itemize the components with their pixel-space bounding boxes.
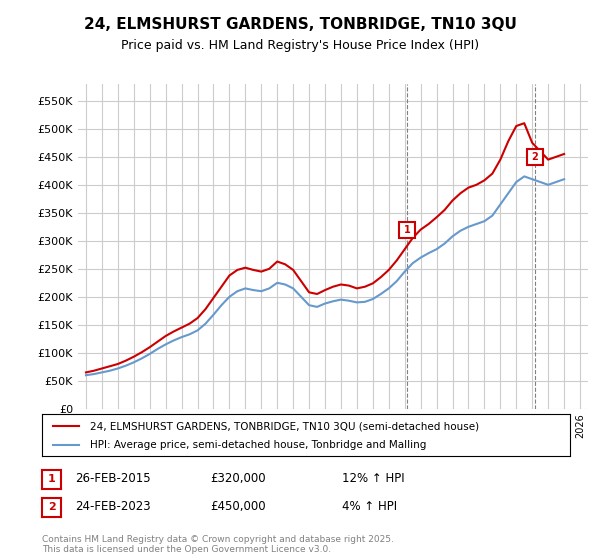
Text: 24-FEB-2023: 24-FEB-2023 [75,500,151,514]
Text: 24, ELMSHURST GARDENS, TONBRIDGE, TN10 3QU (semi-detached house): 24, ELMSHURST GARDENS, TONBRIDGE, TN10 3… [89,421,479,431]
Text: 12% ↑ HPI: 12% ↑ HPI [342,472,404,486]
Text: 2: 2 [531,152,538,162]
Text: 1: 1 [404,225,410,235]
Text: £320,000: £320,000 [210,472,266,486]
Text: 4% ↑ HPI: 4% ↑ HPI [342,500,397,514]
Text: 24, ELMSHURST GARDENS, TONBRIDGE, TN10 3QU: 24, ELMSHURST GARDENS, TONBRIDGE, TN10 3… [83,17,517,32]
Text: Price paid vs. HM Land Registry's House Price Index (HPI): Price paid vs. HM Land Registry's House … [121,39,479,52]
Text: 2: 2 [48,502,55,512]
Text: £450,000: £450,000 [210,500,266,514]
Text: HPI: Average price, semi-detached house, Tonbridge and Malling: HPI: Average price, semi-detached house,… [89,440,426,450]
Text: 1: 1 [48,474,55,484]
Text: 26-FEB-2015: 26-FEB-2015 [75,472,151,486]
Text: Contains HM Land Registry data © Crown copyright and database right 2025.
This d: Contains HM Land Registry data © Crown c… [42,535,394,554]
